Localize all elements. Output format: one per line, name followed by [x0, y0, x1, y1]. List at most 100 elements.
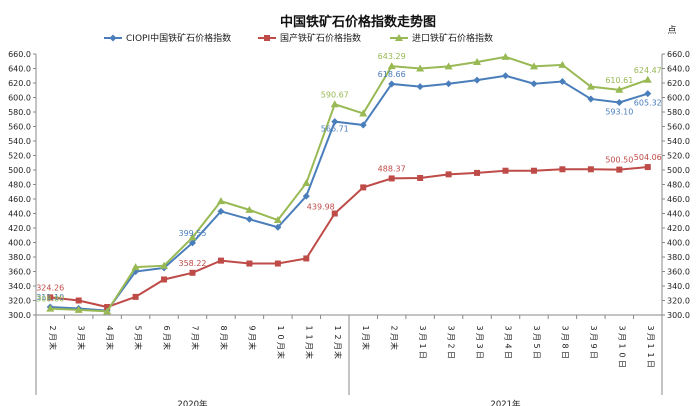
- y-tick-label-left: 380.0: [8, 253, 31, 262]
- data-point-diamond: [530, 80, 538, 88]
- x-tick-label-char: 8: [219, 325, 228, 330]
- data-label: 399.55: [179, 229, 207, 238]
- x-tick-label-char: 末: [48, 342, 58, 350]
- x-tick-label-char: 9: [247, 325, 256, 330]
- x-tick-label-char: 月: [48, 333, 57, 341]
- x-tick-label-char: 3: [532, 325, 541, 330]
- x-tick-label-char: 9: [589, 343, 598, 348]
- x-tick-label-char: 3: [589, 325, 598, 330]
- data-point-square: [132, 293, 139, 300]
- x-tick-label-char: 月: [447, 333, 456, 341]
- data-label: 624.47: [634, 66, 662, 75]
- x-tick-label-char: 3: [77, 325, 86, 330]
- data-point-diamond: [502, 72, 509, 80]
- y-tick-label-right: 320.0: [667, 297, 690, 306]
- x-tick-label-char: 日: [646, 360, 655, 368]
- x-tick-label-group: 3 月 9 日: [589, 325, 598, 359]
- data-label: 439.98: [307, 203, 335, 212]
- y-tick-label-right: 640.0: [667, 65, 690, 74]
- x-tick-label-char: 3: [418, 325, 427, 330]
- data-label: 590.67: [321, 90, 349, 99]
- series-line-0: [50, 74, 649, 312]
- y-tick-label-left: 640.0: [8, 65, 31, 74]
- x-tick-label-char: 日: [589, 351, 598, 359]
- data-point-triangle: [160, 261, 169, 269]
- x-tick-label-group: 7 月末: [191, 325, 201, 350]
- data-label: 504.06: [634, 153, 662, 162]
- series-line-2: [50, 55, 649, 313]
- data-point-square: [360, 184, 367, 191]
- x-tick-label-char: 5: [532, 343, 541, 348]
- data-label: 566.71: [321, 125, 349, 134]
- data-label: 311.10: [36, 293, 64, 302]
- y-tick-label-right: 500.0: [667, 166, 690, 175]
- data-point-diamond: [274, 223, 282, 231]
- x-tick-label-char: 1: [304, 334, 313, 339]
- x-tick-label-char: 末: [162, 342, 172, 350]
- y-tick-label-left: 300.0: [8, 311, 31, 320]
- data-point-triangle: [46, 304, 55, 312]
- x-tick-label-group: 1 0 月末: [276, 325, 286, 359]
- x-tick-label-char: 月: [504, 333, 513, 341]
- x-tick-label-group: 8 月末: [219, 325, 229, 350]
- axes: 300.0 300.0 320.0 320.0 340.0 340.0 360.0 360.0…: [8, 50, 690, 406]
- data-point-triangle: [273, 216, 282, 224]
- x-tick-label-char: 月: [134, 333, 143, 341]
- x-tick-label-char: 6: [162, 325, 171, 330]
- x-tick-label-char: 日: [504, 351, 513, 359]
- y-tick-label-right: 380.0: [667, 253, 690, 262]
- x-tick-label-char: 月: [390, 333, 399, 341]
- y-tick-label-left: 520.0: [8, 152, 31, 161]
- y-tick-label-right: 560.0: [667, 123, 690, 132]
- x-tick-label-group: 9 月末: [247, 325, 257, 350]
- x-tick-label-char: 月: [418, 333, 427, 341]
- x-tick-label-char: 日: [532, 351, 541, 359]
- chart-title: 中国铁矿石价格指数走势图: [280, 14, 436, 30]
- x-tick-label-group: 2 月末: [48, 325, 58, 350]
- x-tick-label-char: 日: [617, 360, 626, 368]
- x-tick-label-char: 月: [304, 342, 313, 350]
- y-tick-label-left: 540.0: [8, 137, 31, 146]
- x-tick-label-char: 2: [333, 334, 342, 339]
- x-tick-label-group: 3 月 1 日: [418, 325, 427, 359]
- x-tick-label-char: 月: [247, 333, 256, 341]
- data-label: 593.10: [605, 108, 633, 117]
- series-line-1: [50, 166, 648, 309]
- x-tick-label-group: 1 1 月末: [304, 325, 314, 359]
- x-tick-label-char: 月: [560, 333, 569, 341]
- data-point-square: [587, 166, 594, 173]
- x-tick-label-char: 末: [247, 342, 257, 350]
- legend-label-0: CIOPI中国铁矿石价格指数: [126, 32, 231, 44]
- data-point-triangle: [615, 85, 624, 93]
- x-tick-label-char: 月: [77, 333, 86, 341]
- data-point-triangle: [74, 305, 83, 313]
- data-point-triangle: [558, 60, 567, 68]
- data-point-diamond: [473, 76, 481, 84]
- data-point-square: [616, 166, 623, 173]
- x-tick-label-char: 3: [447, 325, 456, 330]
- data-point-triangle: [395, 34, 403, 41]
- y-tick-label-left: 580.0: [8, 108, 31, 117]
- x-tick-label-group: 1 2 月末: [333, 325, 343, 359]
- data-point-diamond: [331, 118, 339, 126]
- data-point-square: [445, 171, 452, 178]
- y-tick-label-right: 420.0: [667, 224, 690, 233]
- data-point-square: [388, 175, 395, 182]
- data-label: 610.61: [605, 76, 633, 85]
- x-tick-label-group: 3 月 1 1 日: [646, 325, 655, 368]
- data-point-triangle: [216, 197, 225, 205]
- x-tick-label-char: 1: [333, 325, 342, 330]
- data-point-square: [47, 294, 54, 301]
- data-point-triangle: [444, 62, 453, 70]
- x-tick-label-char: 末: [134, 342, 144, 350]
- data-point-diamond: [217, 207, 225, 215]
- data-point-diamond: [109, 34, 117, 42]
- data-point-diamond: [558, 78, 566, 86]
- data-label: 324.26: [36, 283, 64, 292]
- x-tick-label-char: 1: [617, 343, 626, 348]
- x-group-label: 2021年: [490, 399, 521, 406]
- x-tick-label-char: 5: [134, 325, 143, 330]
- x-tick-label-group: 6 月末: [162, 325, 172, 350]
- x-tick-label-char: 末: [191, 342, 201, 350]
